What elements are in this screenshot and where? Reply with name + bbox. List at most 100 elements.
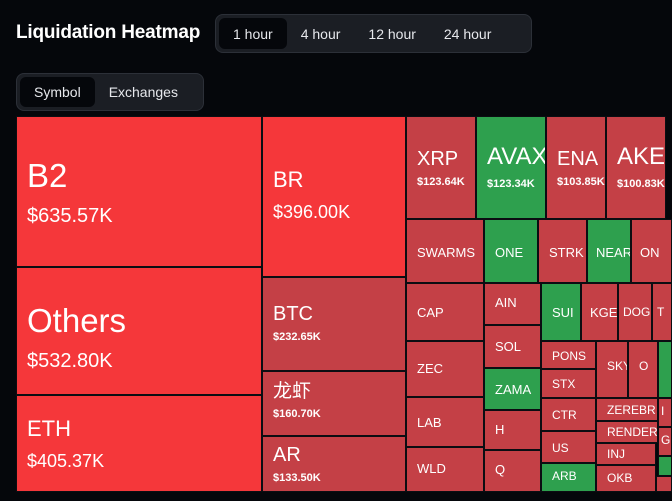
heatmap-tile-avax[interactable]: AVAX $123.34K bbox=[476, 116, 546, 219]
heatmap-tile-one[interactable]: ONE bbox=[484, 219, 538, 283]
tile-value: $123.34K bbox=[487, 178, 535, 190]
heatmap-tile-zerebr[interactable]: ZEREBR bbox=[596, 398, 658, 421]
heatmap-tile-eth[interactable]: ETH $405.37K bbox=[16, 395, 262, 492]
heatmap-tile-sol[interactable]: SOL bbox=[484, 325, 541, 368]
tile-symbol: SKY bbox=[607, 359, 627, 373]
tile-symbol: PONS bbox=[552, 349, 587, 363]
heatmap-tile-i[interactable]: I bbox=[658, 398, 672, 427]
heatmap-tile-wld[interactable]: WLD bbox=[406, 447, 484, 492]
heatmap-tile-ar[interactable]: AR $133.50K bbox=[262, 436, 406, 492]
heatmap-tile-unlabeled[interactable] bbox=[656, 476, 672, 492]
tile-value: $232.65K bbox=[273, 331, 321, 343]
tile-symbol: Q bbox=[495, 462, 506, 477]
heatmap-tile-dog[interactable]: DOG bbox=[618, 283, 652, 341]
heatmap-tile-unlabeled[interactable] bbox=[658, 341, 672, 398]
tile-symbol: 龙虾 bbox=[273, 381, 312, 402]
heatmap-tile-o[interactable]: O bbox=[628, 341, 658, 398]
tile-symbol: BR bbox=[273, 167, 304, 192]
heatmap-tile-g[interactable]: G bbox=[658, 427, 672, 456]
heatmap-tile-us[interactable]: US bbox=[541, 431, 596, 463]
tile-symbol: AIN bbox=[495, 295, 517, 310]
heatmap-tile-zama[interactable]: ZAMA bbox=[484, 368, 541, 410]
tile-symbol: AVAX bbox=[487, 143, 546, 170]
tile-symbol: AKE bbox=[617, 143, 666, 170]
heatmap-tile-ena[interactable]: ENA $103.85K bbox=[546, 116, 606, 219]
heatmap-tile-on[interactable]: ON bbox=[631, 219, 672, 283]
heatmap-tile-okb[interactable]: OKB bbox=[596, 465, 656, 492]
heatmap-tile-render[interactable]: RENDER bbox=[596, 421, 658, 443]
tile-symbol: STX bbox=[552, 377, 576, 391]
view-mode-selector: Symbol Exchanges bbox=[16, 73, 204, 111]
time-option-24h[interactable]: 24 hour bbox=[443, 25, 492, 42]
tile-value: $100.83K bbox=[617, 178, 665, 190]
tile-value: $405.37K bbox=[27, 451, 105, 471]
tile-symbol: XRP bbox=[417, 148, 459, 170]
time-option-1h[interactable]: 1 hour bbox=[219, 18, 287, 49]
heatmap-tile-others[interactable]: Others $532.80K bbox=[16, 267, 262, 395]
tile-symbol: ZEREBR bbox=[607, 403, 656, 417]
heatmap-tile-t[interactable]: T bbox=[652, 283, 672, 341]
tile-symbol: DOG bbox=[623, 305, 651, 319]
time-option-4h[interactable]: 4 hour bbox=[300, 25, 341, 42]
view-option-symbol[interactable]: Symbol bbox=[20, 77, 95, 107]
tile-symbol: T bbox=[657, 305, 665, 319]
heatmap-tile-q[interactable]: Q bbox=[484, 450, 541, 492]
heatmap-tile-sui[interactable]: SUI bbox=[541, 283, 581, 341]
heatmap-tile-lab[interactable]: LAB bbox=[406, 397, 484, 447]
tile-symbol: ONE bbox=[495, 245, 524, 260]
heatmap-tile-sky[interactable]: SKY bbox=[596, 341, 628, 398]
tile-symbol: ENA bbox=[557, 148, 599, 170]
tile-symbol: H bbox=[495, 422, 505, 437]
heatmap-tile-kgen[interactable]: KGEN bbox=[581, 283, 618, 341]
heatmap-tile-unlabeled[interactable] bbox=[658, 456, 672, 476]
tile-symbol: O bbox=[639, 359, 649, 373]
heatmap-tile-arb[interactable]: ARB bbox=[541, 463, 596, 492]
tile-value: $396.00K bbox=[273, 202, 351, 222]
heatmap-tile-swarms[interactable]: SWARMS bbox=[406, 219, 484, 283]
tile-value: $160.70K bbox=[273, 408, 321, 420]
heatmap-tile-cap[interactable]: CAP bbox=[406, 283, 484, 341]
tile-symbol: ON bbox=[640, 245, 660, 260]
tile-symbol: G bbox=[661, 433, 671, 447]
heatmap-tile-strk[interactable]: STRK bbox=[538, 219, 587, 283]
tile-value: $123.64K bbox=[417, 176, 465, 188]
time-option-12h[interactable]: 12 hour bbox=[368, 25, 416, 42]
heatmap-tile-ake[interactable]: AKE $100.83K bbox=[606, 116, 666, 219]
heatmap-tile-b2[interactable]: B2 $635.57K bbox=[16, 116, 262, 267]
heatmap-tile-xrp[interactable]: XRP $123.64K bbox=[406, 116, 476, 219]
tile-symbol: CAP bbox=[417, 305, 444, 320]
tile-symbol: SOL bbox=[495, 339, 522, 354]
tile-symbol: STRK bbox=[549, 245, 584, 260]
heatmap-tile-zec[interactable]: ZEC bbox=[406, 341, 484, 397]
heatmap-tile-inj[interactable]: INJ bbox=[596, 443, 656, 465]
heatmap-tile-ctr[interactable]: CTR bbox=[541, 398, 596, 431]
tile-symbol: RENDER bbox=[607, 425, 658, 439]
tile-symbol: KGEN bbox=[590, 305, 618, 320]
tile-symbol: ETH bbox=[27, 416, 71, 441]
tile-symbol: AR bbox=[273, 444, 301, 466]
tile-value: $532.80K bbox=[27, 350, 113, 372]
tile-symbol: WLD bbox=[417, 461, 446, 476]
heatmap-tile-near[interactable]: NEAR bbox=[587, 219, 631, 283]
heatmap-tile-br[interactable]: BR $396.00K bbox=[262, 116, 406, 277]
tile-symbol: ZAMA bbox=[495, 382, 532, 397]
tile-symbol: NEAR bbox=[596, 245, 631, 260]
time-range-selector: 1 hour 4 hour 12 hour 24 hour bbox=[215, 14, 532, 53]
heatmap-tile-pons[interactable]: PONS bbox=[541, 341, 596, 369]
tile-symbol: Others bbox=[27, 302, 127, 339]
tile-symbol: I bbox=[661, 404, 665, 418]
view-option-exchanges[interactable]: Exchanges bbox=[108, 84, 178, 100]
tile-symbol: US bbox=[552, 441, 569, 455]
tile-symbol: ZEC bbox=[417, 361, 443, 376]
page-title: Liquidation Heatmap bbox=[16, 22, 201, 43]
tile-value: $103.85K bbox=[557, 176, 605, 188]
heatmap-tile-h[interactable]: H bbox=[484, 410, 541, 450]
tile-symbol: CTR bbox=[552, 408, 577, 422]
heatmap-tile-btc[interactable]: BTC $232.65K bbox=[262, 277, 406, 371]
heatmap-tile--[interactable]: 龙虾 $160.70K bbox=[262, 371, 406, 436]
heatmap-tile-ain[interactable]: AIN bbox=[484, 283, 541, 325]
tile-value: $133.50K bbox=[273, 472, 321, 484]
heatmap-tile-stx[interactable]: STX bbox=[541, 369, 596, 398]
liquidation-heatmap: B2 $635.57K Others $532.80K ETH $405.37K BR $39… bbox=[16, 116, 672, 492]
tile-symbol: B2 bbox=[27, 157, 68, 194]
